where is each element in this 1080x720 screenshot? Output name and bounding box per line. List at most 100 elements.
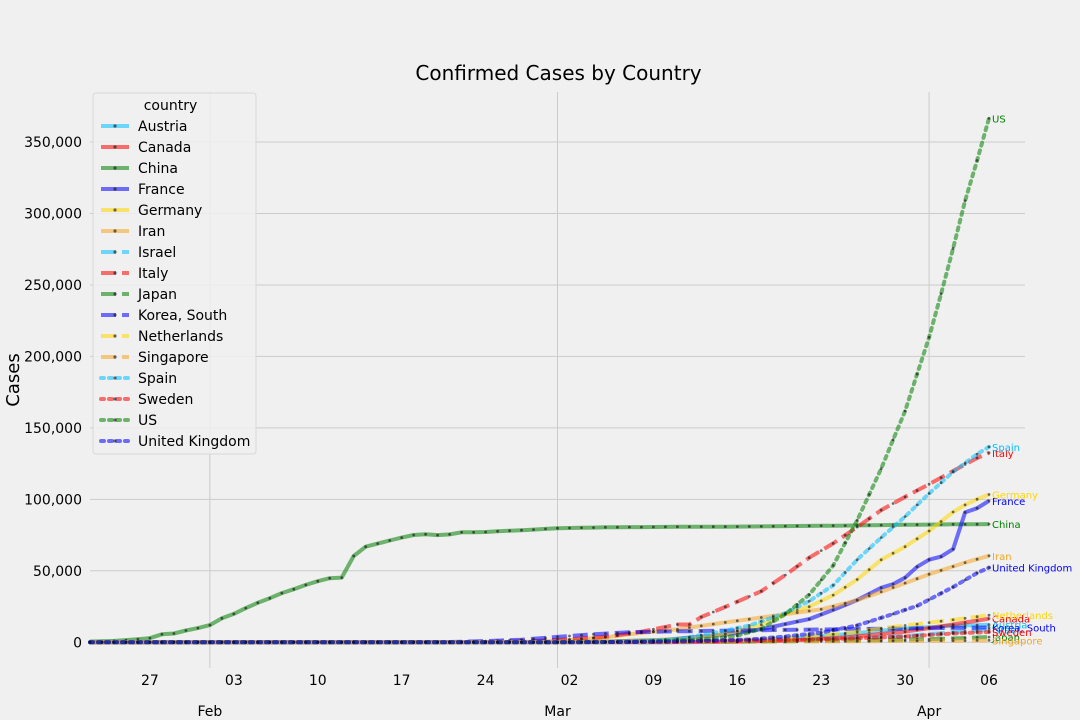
data-point bbox=[484, 530, 487, 534]
legend-marker bbox=[113, 439, 117, 443]
data-point bbox=[244, 606, 248, 610]
data-point bbox=[831, 593, 835, 597]
data-point bbox=[867, 636, 871, 640]
x-month-label: Apr bbox=[917, 704, 941, 720]
data-point bbox=[951, 626, 955, 630]
data-point bbox=[759, 623, 763, 627]
data-point bbox=[807, 593, 811, 597]
data-point bbox=[891, 612, 895, 616]
data-point bbox=[771, 581, 775, 585]
series-line-italy bbox=[90, 450, 990, 645]
data-point bbox=[388, 640, 392, 644]
data-point bbox=[963, 626, 967, 630]
data-point bbox=[807, 617, 811, 621]
data-point bbox=[855, 518, 859, 522]
data-point bbox=[939, 476, 943, 479]
data-point bbox=[616, 640, 619, 644]
legend-entry: China bbox=[138, 161, 178, 177]
data-point bbox=[688, 635, 691, 639]
data-point bbox=[915, 626, 919, 630]
y-axis-label: Cases bbox=[3, 353, 24, 406]
legend-entry: Japan bbox=[137, 287, 177, 303]
data-point bbox=[831, 564, 835, 567]
data-point bbox=[652, 525, 655, 529]
data-point bbox=[903, 627, 907, 630]
legend-marker bbox=[113, 334, 117, 338]
data-point bbox=[795, 603, 799, 606]
data-point bbox=[987, 554, 991, 558]
data-point bbox=[939, 591, 943, 595]
data-point bbox=[867, 620, 871, 623]
data-point bbox=[975, 456, 979, 460]
data-point bbox=[400, 536, 404, 539]
data-point bbox=[831, 542, 835, 545]
data-point bbox=[975, 522, 979, 526]
data-point bbox=[268, 596, 272, 600]
data-point bbox=[268, 640, 272, 644]
data-point bbox=[915, 622, 919, 626]
data-point bbox=[975, 497, 979, 501]
data-point bbox=[568, 634, 571, 638]
series-end-label: Canada bbox=[992, 615, 1030, 626]
data-point bbox=[747, 525, 751, 528]
data-point bbox=[795, 524, 799, 528]
data-point bbox=[544, 527, 547, 531]
data-point bbox=[963, 511, 967, 514]
data-point bbox=[616, 631, 619, 635]
data-point bbox=[352, 554, 356, 558]
data-point bbox=[927, 621, 931, 624]
data-point bbox=[424, 640, 427, 644]
data-point bbox=[903, 635, 907, 638]
x-tick-label: 16 bbox=[728, 673, 746, 689]
legend-marker bbox=[113, 124, 117, 128]
data-point bbox=[388, 539, 392, 542]
data-point bbox=[735, 626, 739, 630]
data-point bbox=[795, 611, 799, 614]
data-point bbox=[915, 565, 919, 569]
data-point bbox=[783, 635, 787, 638]
data-point bbox=[939, 292, 943, 296]
data-point bbox=[376, 640, 380, 644]
data-point bbox=[891, 635, 895, 639]
data-point bbox=[711, 525, 715, 529]
legend-entry: Israel bbox=[138, 245, 176, 261]
data-point bbox=[987, 630, 991, 634]
series-end-label: China bbox=[992, 520, 1021, 531]
data-point bbox=[831, 608, 835, 612]
legend-marker bbox=[113, 313, 117, 317]
data-point bbox=[951, 470, 955, 474]
data-point bbox=[807, 556, 811, 560]
data-point bbox=[747, 638, 751, 641]
data-point bbox=[819, 613, 823, 616]
data-point bbox=[951, 510, 955, 514]
data-point bbox=[364, 545, 368, 549]
data-point bbox=[903, 639, 907, 643]
data-point bbox=[915, 503, 919, 507]
data-point bbox=[316, 579, 320, 583]
data-point bbox=[867, 547, 871, 550]
data-point bbox=[855, 639, 859, 643]
data-point bbox=[664, 525, 667, 529]
data-point bbox=[664, 640, 667, 644]
data-point bbox=[628, 630, 631, 634]
data-point bbox=[975, 626, 979, 629]
legend-marker bbox=[113, 187, 117, 191]
data-point bbox=[304, 583, 308, 587]
data-point bbox=[795, 628, 799, 632]
series-line-united-kingdom bbox=[88, 565, 991, 645]
series-end-label: Sweden bbox=[992, 628, 1032, 639]
data-point bbox=[819, 549, 823, 552]
legend-marker bbox=[113, 271, 117, 275]
data-point bbox=[592, 640, 595, 644]
data-point bbox=[867, 568, 871, 571]
series-line-china bbox=[89, 522, 990, 644]
data-point bbox=[915, 537, 919, 541]
x-tick-label: 09 bbox=[644, 673, 662, 689]
data-point bbox=[136, 637, 140, 641]
series-end-label: Japan bbox=[991, 633, 1020, 644]
data-point bbox=[699, 525, 703, 529]
data-point bbox=[879, 639, 883, 643]
data-point bbox=[640, 525, 643, 529]
legend-marker bbox=[113, 208, 117, 212]
